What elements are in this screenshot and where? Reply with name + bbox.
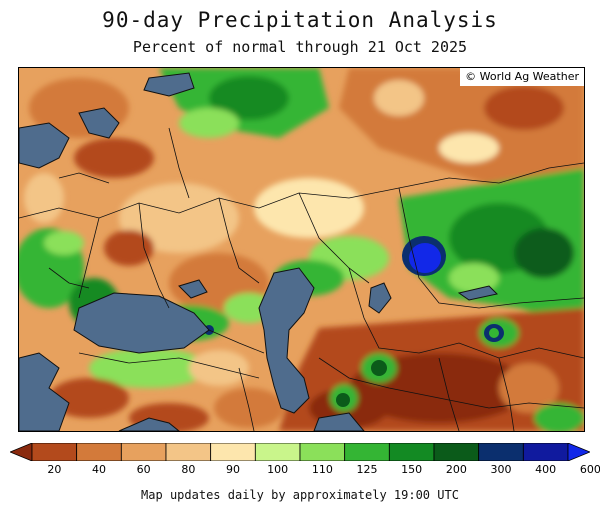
- legend-label: 40: [92, 463, 106, 476]
- legend-swatch: [31, 443, 78, 461]
- legend-swatch: [299, 443, 346, 461]
- legend-swatch: [344, 443, 390, 461]
- map-graphic: [19, 68, 584, 431]
- legend-swatch: [478, 443, 524, 461]
- legend-label: 80: [181, 463, 196, 476]
- legend-swatch: [76, 443, 122, 461]
- legend-swatch: [433, 443, 480, 461]
- legend-swatch: [165, 443, 212, 461]
- footer-note: Map updates daily by approximately 19:00…: [141, 488, 459, 502]
- legend-label: 100: [267, 463, 289, 476]
- map-subtitle: Percent of normal through 21 Oct 2025: [132, 38, 468, 56]
- legend-label: 600: [579, 463, 600, 476]
- legend-labels: 20 40 60 80 90 100 110 125 150 200 300 400 600: [0, 463, 600, 477]
- legend-label: 90: [226, 463, 240, 476]
- legend-swatch: [120, 443, 167, 461]
- map-title: 90-day Precipitation Analysis: [102, 8, 498, 32]
- legend-swatch: [388, 443, 435, 461]
- legend-label: 60: [136, 463, 151, 476]
- legend-label: 110: [311, 463, 333, 476]
- legend-arrow-low: [10, 443, 33, 461]
- color-legend-bar: [10, 443, 590, 461]
- legend-label: 400: [535, 463, 557, 476]
- legend-label: 20: [47, 463, 62, 476]
- legend-arrow-high: [567, 443, 590, 461]
- legend-label: 125: [356, 463, 378, 476]
- precipitation-map: © World Ag Weather: [18, 67, 585, 432]
- legend-label: 200: [445, 463, 467, 476]
- legend-swatch: [254, 443, 301, 461]
- legend-label: 150: [401, 463, 423, 476]
- legend-swatch: [210, 443, 256, 461]
- legend-swatch: [522, 443, 569, 461]
- legend-label: 300: [490, 463, 512, 476]
- copyright-label: © World Ag Weather: [460, 68, 584, 86]
